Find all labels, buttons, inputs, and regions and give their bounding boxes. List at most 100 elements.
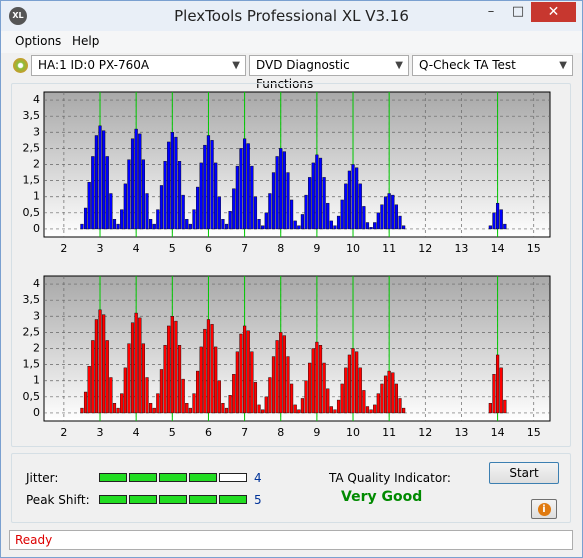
x-tick-label: 4 bbox=[133, 426, 140, 439]
peak-shift-label: Peak Shift: bbox=[26, 493, 90, 507]
y-tick-label: 4 bbox=[33, 277, 40, 290]
y-tick-label: 1,5 bbox=[23, 358, 41, 371]
bar bbox=[318, 157, 323, 230]
bar bbox=[304, 194, 308, 230]
bar bbox=[495, 354, 500, 414]
bar bbox=[279, 332, 283, 414]
menu-bar: Options Help bbox=[1, 31, 582, 53]
bar bbox=[362, 390, 366, 414]
y-tick-label: 1 bbox=[33, 190, 40, 203]
close-button[interactable]: ✕ bbox=[531, 2, 576, 22]
bar bbox=[206, 319, 211, 414]
bar bbox=[163, 161, 167, 230]
bar bbox=[98, 125, 102, 230]
x-tick-label: 11 bbox=[382, 242, 396, 255]
y-tick-label: 1 bbox=[33, 374, 40, 387]
bar bbox=[293, 404, 297, 414]
bar bbox=[322, 362, 326, 414]
bar bbox=[120, 209, 124, 230]
bar bbox=[282, 151, 286, 230]
menu-item[interactable]: Options bbox=[15, 34, 62, 48]
bar bbox=[315, 154, 319, 230]
y-tick-label: 2,5 bbox=[23, 141, 41, 154]
bar bbox=[80, 407, 84, 414]
bar bbox=[503, 399, 507, 414]
bar bbox=[232, 374, 236, 414]
bar bbox=[402, 407, 406, 414]
bar bbox=[224, 407, 229, 414]
y-tick-label: 2,5 bbox=[23, 325, 41, 338]
bar bbox=[394, 383, 398, 414]
x-tick-label: 15 bbox=[527, 242, 541, 255]
bar bbox=[83, 207, 88, 230]
y-tick-label: 2 bbox=[33, 342, 40, 355]
bar bbox=[344, 367, 348, 414]
menu-item[interactable]: Help bbox=[72, 34, 100, 48]
bar bbox=[127, 159, 131, 230]
x-tick-label: 7 bbox=[241, 242, 248, 255]
bar bbox=[242, 138, 247, 230]
bar bbox=[127, 343, 131, 414]
bar bbox=[170, 316, 174, 414]
bar bbox=[91, 156, 95, 230]
bar bbox=[286, 356, 290, 414]
bar bbox=[503, 223, 507, 230]
bar bbox=[159, 369, 164, 414]
bar bbox=[174, 136, 178, 230]
bar bbox=[192, 393, 196, 414]
drive-text: HA:1 ID:0 PX-760A bbox=[38, 58, 150, 72]
bar bbox=[156, 209, 160, 230]
start-button[interactable]: Start bbox=[489, 462, 559, 484]
bar bbox=[130, 322, 135, 414]
bar bbox=[242, 325, 247, 414]
bar bbox=[224, 223, 229, 230]
bar bbox=[156, 393, 160, 414]
bar bbox=[167, 141, 171, 230]
meter-segment bbox=[159, 473, 187, 482]
bar bbox=[239, 333, 243, 414]
meter-segment bbox=[99, 495, 127, 504]
bar bbox=[181, 378, 185, 414]
bar bbox=[123, 367, 127, 414]
bar bbox=[116, 407, 120, 414]
x-tick-label: 8 bbox=[277, 426, 284, 439]
x-tick-label: 10 bbox=[346, 242, 360, 255]
minimize-button[interactable]: – bbox=[487, 4, 495, 19]
bar bbox=[253, 196, 258, 230]
bar bbox=[199, 346, 203, 414]
info-button[interactable]: i bbox=[531, 499, 557, 519]
bar bbox=[177, 161, 182, 230]
bar bbox=[141, 159, 145, 230]
bar bbox=[340, 383, 344, 414]
bar bbox=[210, 324, 214, 414]
bar bbox=[112, 403, 117, 414]
bar bbox=[235, 165, 239, 230]
bar bbox=[326, 202, 330, 230]
maximize-button[interactable]: □ bbox=[511, 4, 525, 19]
bar bbox=[380, 383, 384, 414]
bar bbox=[141, 343, 145, 414]
window-title: PlexTools Professional XL V3.16 bbox=[174, 7, 409, 25]
bar bbox=[185, 219, 189, 230]
bar bbox=[275, 156, 279, 230]
status-bar: Ready bbox=[9, 530, 573, 550]
bar bbox=[271, 172, 276, 230]
bar bbox=[185, 403, 189, 414]
bar bbox=[159, 185, 164, 230]
drive-select[interactable]: HA:1 ID:0 PX-760A ▼ bbox=[31, 55, 246, 76]
x-tick-label: 12 bbox=[418, 242, 432, 255]
bar bbox=[344, 183, 348, 230]
x-tick-label: 8 bbox=[277, 242, 284, 255]
bar bbox=[398, 398, 402, 414]
test-select[interactable]: Q-Check TA Test ▼ bbox=[412, 55, 573, 76]
function-select[interactable]: DVD Diagnostic Functions ▼ bbox=[249, 55, 409, 91]
bar bbox=[333, 225, 337, 230]
x-tick-label: 4 bbox=[133, 242, 140, 255]
y-tick-label: 0,5 bbox=[23, 206, 41, 219]
bar bbox=[174, 320, 178, 414]
bar bbox=[167, 325, 171, 414]
bar bbox=[271, 356, 276, 414]
jitter-label: Jitter: bbox=[26, 471, 59, 485]
y-tick-label: 4 bbox=[33, 93, 40, 106]
